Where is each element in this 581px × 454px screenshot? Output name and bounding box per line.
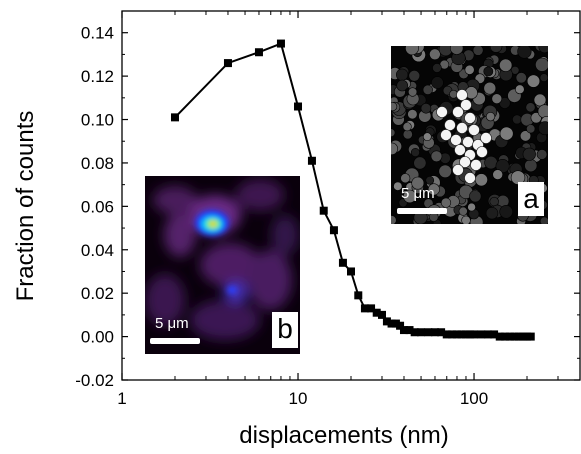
data-point	[490, 330, 499, 339]
data-point	[396, 321, 405, 330]
y-tick-label: 0.00	[81, 328, 114, 347]
inset-b-scale-label: 5 μm	[155, 315, 189, 332]
data-point	[410, 328, 419, 337]
y-axis: -0.02 0.00 0.02 0.04 0.06 0.08 0.10 0.12 0.14	[75, 24, 580, 390]
x-axis: 1 10 100	[117, 11, 559, 408]
data-point	[399, 326, 408, 335]
data-point	[505, 332, 514, 341]
data-point	[510, 332, 519, 341]
inset-a-letter: a	[523, 183, 539, 214]
x-tick-label: 10	[289, 389, 308, 408]
y-tick-label: 0.04	[81, 241, 114, 260]
data-point	[387, 319, 396, 328]
data-point	[442, 330, 451, 339]
y-tick-label: 0.10	[81, 111, 114, 130]
data-point	[514, 332, 523, 341]
data-point	[338, 258, 347, 267]
y-tick-label: 0.06	[81, 197, 114, 216]
data-point	[377, 310, 386, 319]
data-point	[437, 328, 446, 337]
data-point	[382, 317, 391, 326]
data-point	[405, 326, 414, 335]
data-point	[495, 332, 504, 341]
inset-b-scale-bar	[150, 338, 200, 344]
data-point	[223, 59, 232, 68]
data-point	[329, 226, 338, 235]
inset-a-scale-bar	[397, 208, 447, 214]
data-point	[319, 206, 328, 215]
inset-b-letter: b	[277, 313, 293, 344]
data-point	[354, 291, 363, 300]
data-point	[307, 156, 316, 165]
x-tick-label: 100	[460, 389, 488, 408]
y-tick-label: 0.14	[81, 24, 114, 43]
data-point	[501, 332, 510, 341]
data-point	[294, 102, 303, 111]
data-point	[477, 330, 486, 339]
y-tick-label: 0.02	[81, 284, 114, 303]
data-point	[430, 328, 439, 337]
data-point	[372, 308, 381, 317]
inset-a-scale-label: 5 μm	[401, 185, 435, 202]
data-point	[457, 330, 466, 339]
data-point	[360, 304, 369, 313]
data-point	[254, 48, 263, 57]
y-tick-label: -0.02	[75, 371, 114, 390]
x-tick-label: 1	[117, 389, 126, 408]
series-0	[170, 39, 535, 341]
data-point	[448, 330, 457, 339]
inset-b-letter-box	[272, 312, 298, 348]
data-point	[424, 328, 433, 337]
y-tick-label: 0.08	[81, 154, 114, 173]
data-point	[461, 330, 470, 339]
inset-b-heatmap: 5 μm b	[145, 176, 300, 354]
data-point	[347, 267, 355, 276]
data-point	[483, 330, 492, 339]
inset-a-micrograph: 5 μm a	[391, 46, 548, 224]
data-point	[276, 39, 285, 48]
x-axis-title: displacements (nm)	[239, 422, 448, 449]
y-tick-label: 0.12	[81, 67, 114, 86]
data-point	[470, 330, 479, 339]
inset-a-letter-box	[518, 182, 544, 216]
data-point	[452, 330, 461, 339]
data-point	[417, 328, 426, 337]
y-axis-title: Fraction of counts	[12, 111, 39, 302]
data-point	[367, 304, 376, 313]
data-point	[391, 319, 400, 328]
data-point	[170, 113, 179, 122]
data-point	[526, 332, 535, 341]
